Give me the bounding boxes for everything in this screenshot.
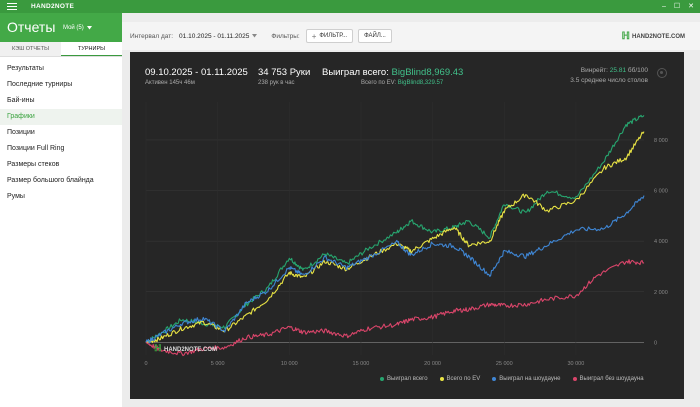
winrate-label: Винрейт: xyxy=(580,67,608,74)
chart-legend: Выиграл всего Всего по EV Выиграл на шоу… xyxy=(380,376,644,382)
sidebar: КЭШ ОТЧЕТЫ ТУРНИРЫ Результаты Последние … xyxy=(0,42,122,407)
sidebar-item-positions[interactable]: Позиции xyxy=(7,129,35,136)
winrate-value: 25.81 xyxy=(609,67,627,74)
file-button[interactable]: ФАЙЛ... xyxy=(358,29,392,43)
legend-label: Выиграл всего xyxy=(387,376,428,382)
series-line-2 xyxy=(145,195,645,344)
hands-per-hour: 238 рук в час xyxy=(258,80,295,86)
filters-label: Фильтры: xyxy=(271,32,300,40)
date-interval-label: Интервал дат: xyxy=(130,32,174,40)
file-button-label: ФАЙЛ... xyxy=(364,33,386,39)
page-title: Отчеты xyxy=(7,19,56,35)
sidebar-item-results[interactable]: Результаты xyxy=(7,65,44,72)
active-time: Активен 145ч 46м xyxy=(145,80,195,86)
date-range: 09.10.2025 - 01.11.2025 xyxy=(145,67,248,78)
ev-label: Всего по EV: xyxy=(361,80,397,86)
legend-item-won-total[interactable]: Выиграл всего xyxy=(380,376,428,382)
legend-dot-icon xyxy=(572,377,577,381)
chart-y-ticks: 0 2 000 4 000 6 000 8 000 xyxy=(654,138,668,346)
filter-button[interactable]: + ФИЛЬТР... xyxy=(305,29,354,43)
y-tick-label: 6 000 xyxy=(654,189,668,195)
x-tick-label: 15 000 xyxy=(353,361,370,367)
brand-logo-text: HAND2NOTE.COM xyxy=(631,33,685,40)
sidebar-item-graphs[interactable]: Графики xyxy=(0,109,122,125)
legend-item-showdown[interactable]: Выиграл на шоудауне xyxy=(492,376,561,382)
x-tick-label: 20 000 xyxy=(424,361,441,367)
filter-toolbar: Интервал дат: 01.10.2025 - 01.11.2025 Фи… xyxy=(122,22,700,50)
chevron-down-icon xyxy=(252,34,258,38)
sidebar-item-recent-tournaments[interactable]: Последние турниры xyxy=(7,81,73,88)
chart-x-ticks: 0 5 000 10 000 15 000 20 000 25 000 30 000 xyxy=(144,361,584,367)
app-name: HAND2NOTE xyxy=(31,3,75,10)
h2n-logo-icon: ℍ xyxy=(621,31,630,42)
y-tick-label: 2 000 xyxy=(654,290,668,296)
tab-tournaments[interactable]: ТУРНИРЫ xyxy=(61,42,122,56)
plus-icon: + xyxy=(311,31,317,41)
sidebar-item-stack-sizes[interactable]: Размеры стеков xyxy=(7,161,60,168)
profile-label: Мой (5) xyxy=(63,25,84,31)
y-tick-label: 0 xyxy=(654,340,657,346)
legend-label: Выиграл без шоудауна xyxy=(579,376,644,382)
legend-dot-icon xyxy=(492,377,497,381)
x-tick-label: 10 000 xyxy=(281,361,298,367)
series-line-1 xyxy=(145,131,645,344)
chart-lines xyxy=(145,114,645,357)
tab-cash-reports[interactable]: КЭШ ОТЧЕТЫ xyxy=(12,46,49,52)
profile-selector[interactable]: Мой (5) xyxy=(63,25,92,31)
sidebar-tabs: КЭШ ОТЧЕТЫ ТУРНИРЫ xyxy=(0,42,122,57)
avg-tables: 3.5 среднее число столов xyxy=(570,77,648,84)
y-tick-label: 8 000 xyxy=(654,138,668,144)
legend-item-ev[interactable]: Всего по EV xyxy=(439,376,481,382)
chevron-down-icon xyxy=(86,26,92,30)
reports-header: Отчеты Мой (5) xyxy=(0,13,122,42)
h2n-watermark-icon: ℍ xyxy=(154,343,162,353)
legend-label: Всего по EV xyxy=(446,376,481,382)
winrate: Винрейт: 25.81 бб/100 xyxy=(581,67,648,74)
title-bar: HAND2NOTE ‒ ☐ ✕ xyxy=(0,0,700,13)
hands-count: 34 753 Руки xyxy=(258,67,311,78)
brand-logo: ℍ HAND2NOTE.COM xyxy=(621,31,685,42)
minimize-icon[interactable]: ‒ xyxy=(661,3,666,10)
gear-icon[interactable] xyxy=(657,68,667,78)
hamburger-menu-icon[interactable] xyxy=(7,2,17,11)
window-controls: ‒ ☐ ✕ xyxy=(662,2,694,11)
date-interval-select[interactable]: 01.10.2025 - 01.11.2025 xyxy=(179,32,258,40)
won-label: Выиграл всего: xyxy=(322,67,389,78)
legend-item-non-showdown[interactable]: Выиграл без шоудауна xyxy=(572,376,644,382)
won-value: BigBlind8,969.43 xyxy=(391,67,464,78)
chart-watermark: ℍ HAND2NOTE.COM xyxy=(154,343,217,353)
ev-total: Всего по EV: BigBlind8,329.57 xyxy=(361,80,443,86)
maximize-icon[interactable]: ☐ xyxy=(673,3,681,10)
x-tick-label: 5 000 xyxy=(211,361,225,367)
sidebar-items: Результаты Последние турниры Бай-ины Гра… xyxy=(0,57,122,205)
sidebar-item-big-blind-size[interactable]: Размер большого блайнда xyxy=(7,177,94,184)
y-tick-label: 4 000 xyxy=(654,239,668,245)
legend-dot-icon xyxy=(439,377,444,381)
x-tick-label: 0 xyxy=(144,361,147,367)
graph-panel: 09.10.2025 - 01.11.2025 Активен 145ч 46м… xyxy=(130,52,684,399)
legend-dot-icon xyxy=(380,377,384,381)
x-tick-label: 25 000 xyxy=(496,361,513,367)
won-total: Выиграл всего: BigBlind8,969.43 xyxy=(322,67,463,78)
winrate-unit: бб/100 xyxy=(627,67,648,74)
x-tick-label: 30 000 xyxy=(567,361,584,367)
close-icon[interactable]: ✕ xyxy=(688,3,694,10)
legend-label: Выиграл на шоудауне xyxy=(499,376,561,382)
results-chart: 0 5 000 10 000 15 000 20 000 25 000 30 000 0 2 … xyxy=(144,102,668,367)
chart-grid xyxy=(145,102,644,355)
series-line-3 xyxy=(145,259,645,357)
filter-button-label: ФИЛЬТР... xyxy=(319,33,348,39)
chart-watermark-text: HAND2NOTE.COM xyxy=(164,347,217,353)
sidebar-item-buyins[interactable]: Бай-ины xyxy=(7,97,35,104)
sidebar-item-rooms[interactable]: Румы xyxy=(7,193,25,200)
ev-value: BigBlind8,329.57 xyxy=(397,80,444,86)
sidebar-item-positions-full-ring[interactable]: Позиции Full Ring xyxy=(7,145,65,152)
series-line-0 xyxy=(145,114,645,344)
date-interval-value: 01.10.2025 - 01.11.2025 xyxy=(179,32,250,40)
